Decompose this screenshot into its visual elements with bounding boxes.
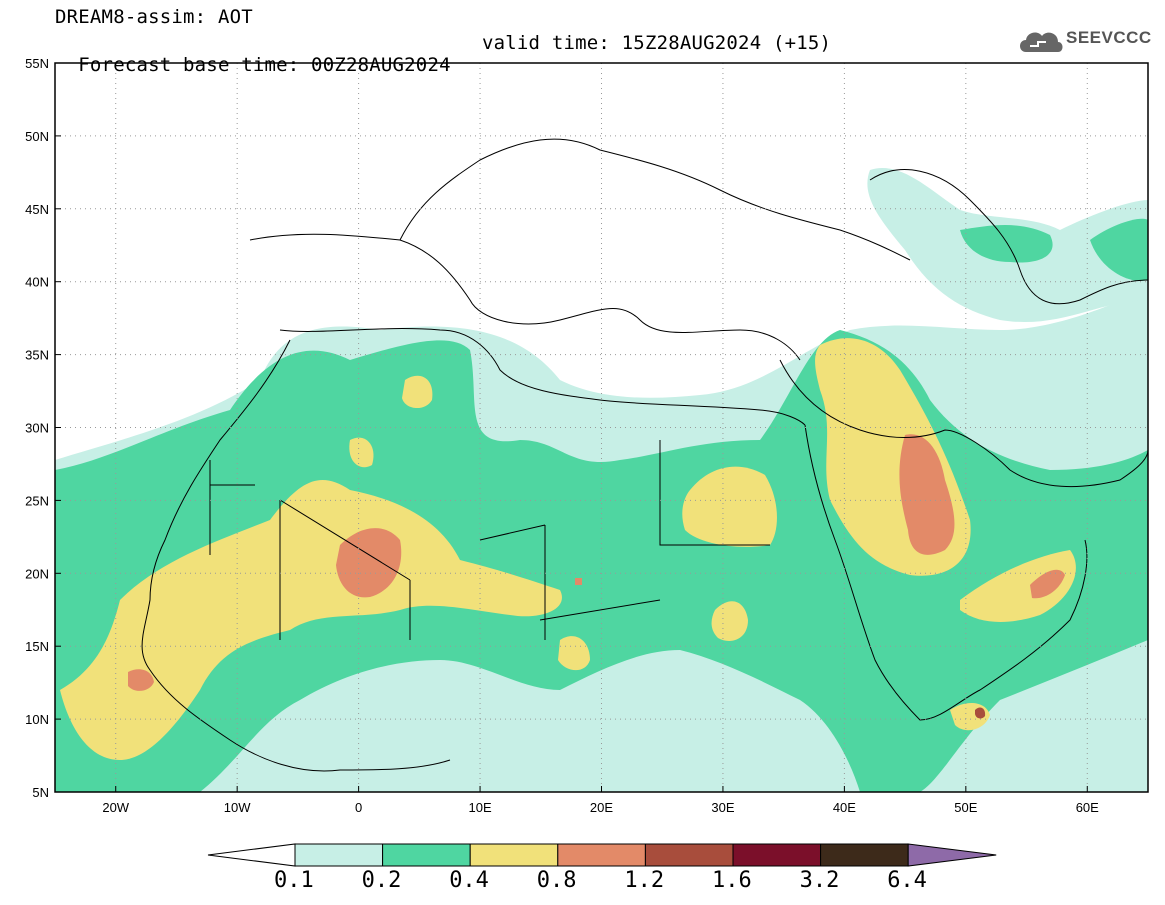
- lon-tick-label: 10W: [224, 800, 251, 815]
- colorbar-segment: [294, 843, 384, 867]
- colorbar-segment: [820, 843, 909, 867]
- base-time: Forecast base time: 00Z28AUG2024: [78, 54, 451, 76]
- lat-tick-label: 25N: [25, 493, 49, 508]
- colorbar-segment: [382, 843, 471, 867]
- colorbar-segment: [469, 843, 559, 867]
- colorbar-level-label: 0.8: [536, 868, 577, 893]
- colorbar-segment: [557, 843, 646, 867]
- lon-tick-label: 10E: [468, 800, 491, 815]
- lat-tick-label: 40N: [25, 275, 49, 290]
- colorbar-segment: [644, 843, 734, 867]
- aot-field: [55, 168, 1148, 792]
- cloud-icon: [1020, 32, 1063, 52]
- lon-tick-label: 40E: [833, 800, 856, 815]
- colorbar-high-arrow: [907, 843, 997, 867]
- colorbar-segment: [732, 843, 822, 867]
- axis-ticks: 20W 10W 0 10E 20E 30E 40E 50E 60E 55N 50N 45N 40N 35N…: [25, 56, 1099, 815]
- lat-tick-label: 10N: [25, 712, 49, 727]
- gridlines: [55, 63, 1148, 792]
- seevccc-logo: [1016, 20, 1156, 60]
- lon-tick-label: 0: [355, 800, 362, 815]
- colorbar-level-label: 6.4: [887, 868, 927, 893]
- lat-tick-label: 35N: [25, 348, 49, 363]
- map-title: DREAM8-assim: AOT: [55, 6, 253, 28]
- lat-tick-label: 45N: [25, 202, 49, 217]
- lon-tick-label: 30E: [711, 800, 734, 815]
- colorbar-level-label: 0.2: [361, 868, 402, 893]
- lon-tick-label: 60E: [1076, 800, 1099, 815]
- lat-tick-label: 55N: [25, 56, 49, 71]
- coastlines: [141, 138, 1148, 772]
- lon-tick-label: 50E: [954, 800, 977, 815]
- colorbar-low-arrow: [207, 843, 296, 867]
- lat-tick-label: 15N: [25, 639, 49, 654]
- colorbar-level-label: 0.4: [449, 868, 489, 893]
- colorbar-level-label: 0.1: [274, 868, 314, 893]
- lat-tick-label: 50N: [25, 129, 49, 144]
- colorbar-level-label: 3.2: [799, 868, 840, 893]
- logo-text: SEEVCCC: [1066, 28, 1152, 47]
- colorbar-level-label: 1.2: [624, 868, 665, 893]
- forecast-times: Forecast base time: 00Z28AUG2024 valid t…: [55, 32, 831, 98]
- lat-tick-label: 5N: [32, 785, 49, 800]
- lon-tick-label: 20W: [102, 800, 129, 815]
- colorbar: [207, 843, 997, 867]
- colorbar-level-label: 1.6: [712, 868, 752, 893]
- lat-tick-label: 20N: [25, 566, 49, 581]
- lon-tick-label: 20E: [590, 800, 613, 815]
- lat-tick-label: 30N: [25, 421, 49, 436]
- valid-time: valid time: 15Z28AUG2024 (+15): [482, 32, 832, 54]
